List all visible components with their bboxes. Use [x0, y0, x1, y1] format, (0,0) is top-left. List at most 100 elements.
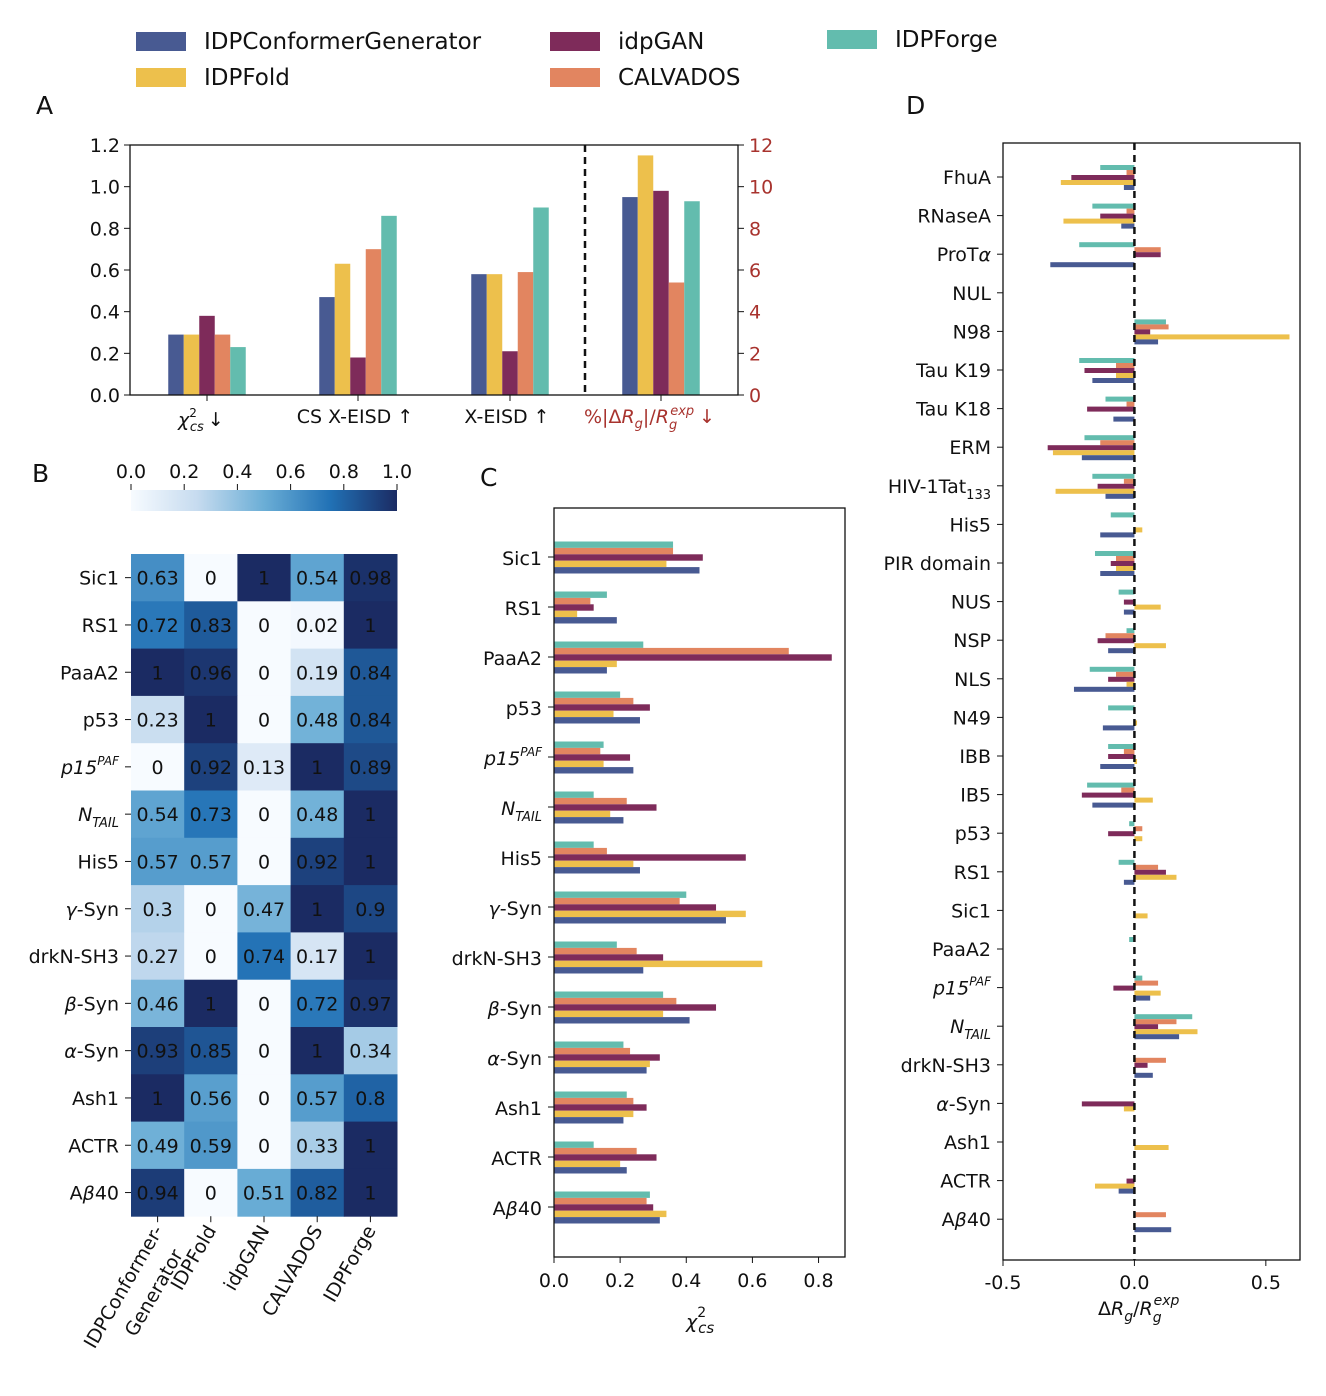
panel-d-bar: [1105, 493, 1135, 499]
panel-a-ytick-label: 1.2: [90, 135, 120, 157]
panel-b-cell-value: 1: [258, 568, 270, 590]
panel-c-bar: [554, 1217, 660, 1224]
panel-d-bar: [1134, 1227, 1172, 1233]
panel-c-bar: [554, 847, 607, 855]
panel-b-colorbar-tick-label: 0.0: [116, 461, 146, 483]
panel-d-bar: [1134, 826, 1143, 832]
panel-c-xtick-label: 0.8: [803, 1270, 833, 1292]
panel-d-bar: [1123, 599, 1135, 605]
panel-c-bar: [554, 697, 634, 705]
panel-b-cell-value: 0.92: [296, 851, 338, 873]
panel-d-bar: [1134, 247, 1161, 253]
panel-b-row-labels: Sic1 RS1 PaaA2 p53 p15PAF NTAIL His5 γ-Syn drkN-…: [29, 568, 131, 1205]
panel-c-bar: [554, 1167, 627, 1174]
panel-d-bar: [1050, 262, 1135, 268]
panel-d-row-label: NLS: [954, 669, 991, 691]
panel-d-bar: [1134, 1034, 1180, 1040]
panel-c-row-label: RS1: [505, 598, 542, 620]
panel-b-cell: [237, 1027, 292, 1075]
legend-label-idpconformergenerator: IDPConformerGenerator: [204, 29, 482, 55]
panel-b-cell: [290, 743, 345, 791]
panel-a-bar: [517, 272, 534, 395]
panel-d-xtick-label: -0.5: [984, 1272, 1021, 1294]
panel-b-cell: [184, 601, 238, 650]
panel-c-bar: [554, 860, 634, 868]
panel-d-row-label: Tau K18: [915, 399, 991, 421]
panel-d-bar: [1123, 1106, 1135, 1112]
panel-b-cell: [184, 790, 238, 839]
panel-b-cell-value: 0.3: [142, 899, 172, 921]
panel-c-row-labels: Sic1 RS1 PaaA2 p53 p15PAF NTAIL His5 γ-Syn drkN-…: [452, 548, 543, 1220]
panel-a-ytick-label: 0.8: [90, 218, 120, 240]
panel-b-cell: [131, 1121, 185, 1170]
panel-c-bar: [554, 810, 611, 818]
panel-c-bar: [554, 641, 644, 648]
panel-b-cell: [184, 648, 238, 697]
panel-b-cell: [343, 885, 398, 933]
panel-c-bar: [554, 910, 746, 918]
panel-c-row-label: p15PAF: [483, 745, 543, 770]
panel-d-bar: [1084, 368, 1135, 373]
panel-d-row-label: Aβ40: [942, 1209, 991, 1231]
panel-c-xtick-label: 0.2: [605, 1270, 635, 1292]
panel-d-bar: [1116, 373, 1135, 378]
panel-c-bar: [554, 1204, 654, 1211]
panel-b-cell-value: 1: [205, 710, 217, 732]
panel-d-bar: [1055, 488, 1135, 494]
panel-b-cell: [131, 979, 185, 1028]
panel-c-bar: [554, 754, 631, 761]
panel-b-row-label: RS1: [82, 615, 119, 637]
panel-b-cell-value: 0.82: [296, 1183, 338, 1205]
panel-b-cell: [343, 601, 398, 650]
panel-d-bar: [1052, 450, 1135, 456]
panel-b-cell: [290, 979, 345, 1028]
panel-b-row-label: p15PAF: [60, 754, 120, 779]
panel-d-bar: [1089, 666, 1135, 672]
panel-d-bar: [1079, 358, 1135, 363]
panel-b-colorbar-tick-label: 1.0: [382, 461, 412, 483]
panel-c-row-label: Ash1: [495, 1098, 542, 1120]
panel-b-cell-value: 1: [364, 1135, 376, 1157]
panel-b-cell-value: 0: [152, 757, 164, 779]
panel-b-cell-value: 0.72: [296, 993, 338, 1015]
panel-b-row-label: Sic1: [79, 568, 119, 590]
panel-d-bar: [1108, 648, 1135, 654]
panel-b-cell: [237, 601, 292, 650]
panel-b-colorbar: 0.0 0.2 0.4 0.6 0.8 1.0: [116, 461, 412, 511]
panel-d-bar: [1134, 1057, 1166, 1063]
panel-b-cell: [343, 1121, 398, 1170]
panel-d-bar: [1121, 223, 1135, 229]
panel-letter-c: C: [480, 463, 497, 492]
panel-b-cell: [290, 1027, 345, 1075]
panel-b-row-label: α-Syn: [64, 1041, 119, 1063]
panel-d-bar: [1126, 208, 1135, 214]
panel-d-xlabel: ΔRg/Rgexp: [1098, 1293, 1179, 1326]
panel-b-cell-value: 0.48: [296, 804, 338, 826]
panel-b-cell: [290, 601, 345, 650]
panel-b-cell-value: 0: [205, 946, 217, 968]
panel-c-bar: [554, 1010, 664, 1018]
panel-b-cell-value: 0.74: [243, 946, 285, 968]
panel-d-bar: [1108, 744, 1135, 749]
panel-a-bar: [622, 197, 638, 395]
panel-c-row-label: α-Syn: [487, 1048, 542, 1070]
panel-d-bar: [1092, 203, 1135, 209]
panel-d-row-label: α-Syn: [936, 1093, 991, 1115]
legend-label-idpforge: IDPForge: [895, 27, 998, 53]
panel-c-bar: [554, 1067, 647, 1074]
panel-b-colorbar-tick-label: 0.2: [169, 461, 199, 483]
panel-c-bar: [554, 547, 674, 555]
panel-b-cell: [343, 1027, 398, 1075]
panel-d-bar: [1134, 252, 1161, 258]
panel-c-bar: [554, 947, 637, 955]
panel-b-cell: [290, 885, 345, 933]
panel-b-cell-value: 0.84: [349, 662, 391, 684]
panel-b-cell-value: 0: [258, 662, 270, 684]
panel-c-bar: [554, 1004, 717, 1011]
panel-d-bar: [1108, 676, 1135, 682]
panel-b-cell: [343, 743, 398, 791]
panel-d-bar: [1134, 995, 1151, 1001]
panel-c-bar: [554, 867, 640, 874]
panel-b-cell: [237, 837, 292, 886]
panel-b-cell-value: 0.89: [349, 757, 391, 779]
